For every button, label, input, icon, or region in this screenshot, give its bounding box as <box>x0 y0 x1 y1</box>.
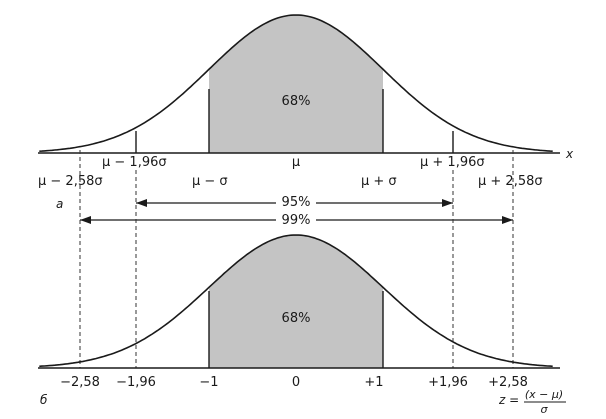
panel-a-center-percent: 68% <box>282 94 311 109</box>
panel-b-normal-curve <box>39 234 553 368</box>
z-formula: z = (x − μ) σ <box>498 388 566 416</box>
panel-a-label-plus-258: μ + 2,58σ <box>478 174 543 189</box>
range-99-right-arrowhead <box>502 216 513 224</box>
panel-a-label-minus-sigma: μ − σ <box>192 174 228 189</box>
panel-a-letter: а <box>56 197 63 211</box>
range-95-right-arrowhead <box>442 199 453 207</box>
range-95-label: 95% <box>282 195 311 210</box>
panel-b-tick-minus-196: −1,96 <box>116 375 156 390</box>
panel-b-tick-plus-196: +1,96 <box>428 375 468 390</box>
panel-b-center-percent: 68% <box>282 311 311 326</box>
panel-b: 68% −2,58 −1,96 −1 0 +1 +1,96 +2,58 б z … <box>38 234 566 416</box>
range-95-label-bg <box>276 193 316 209</box>
panel-a-axis-name: x <box>565 147 574 161</box>
panel-a-label-minus-258: μ − 2,58σ <box>38 174 103 189</box>
panel-a-normal-curve <box>39 14 553 152</box>
panel-b-tick-minus-258: −2,58 <box>60 375 100 390</box>
range-99-label-bg <box>276 211 316 227</box>
panel-b-tick-minus-1: −1 <box>199 375 218 390</box>
panel-a-label-minus-196: μ − 1,96σ <box>102 155 167 170</box>
range-99-left-arrowhead <box>80 216 91 224</box>
panel-a-label-plus-sigma: μ + σ <box>361 174 397 189</box>
confidence-ranges: 95% 99% <box>80 193 513 228</box>
panel-b-letter: б <box>40 393 48 407</box>
z-formula-lhs: z = <box>498 393 519 407</box>
z-formula-denominator: σ <box>541 403 549 414</box>
panel-a: x 68% μ − 1,96σ μ μ + 1,96σ μ − 2,58σ μ … <box>38 14 574 211</box>
panel-a-shaded-area <box>209 15 383 153</box>
range-99-label: 99% <box>282 213 311 228</box>
panel-b-shaded-area <box>209 235 383 368</box>
panel-b-tick-plus-1: +1 <box>364 375 383 390</box>
range-95-left-arrowhead <box>136 199 147 207</box>
z-formula-numerator: (x − μ) <box>525 388 563 401</box>
panel-a-label-plus-196: μ + 1,96σ <box>420 155 485 170</box>
dashed-connectors <box>79 150 514 368</box>
panel-b-tick-plus-258: +2,58 <box>488 375 528 390</box>
panel-a-label-mu: μ <box>292 155 300 170</box>
panel-b-tick-zero: 0 <box>292 375 300 390</box>
